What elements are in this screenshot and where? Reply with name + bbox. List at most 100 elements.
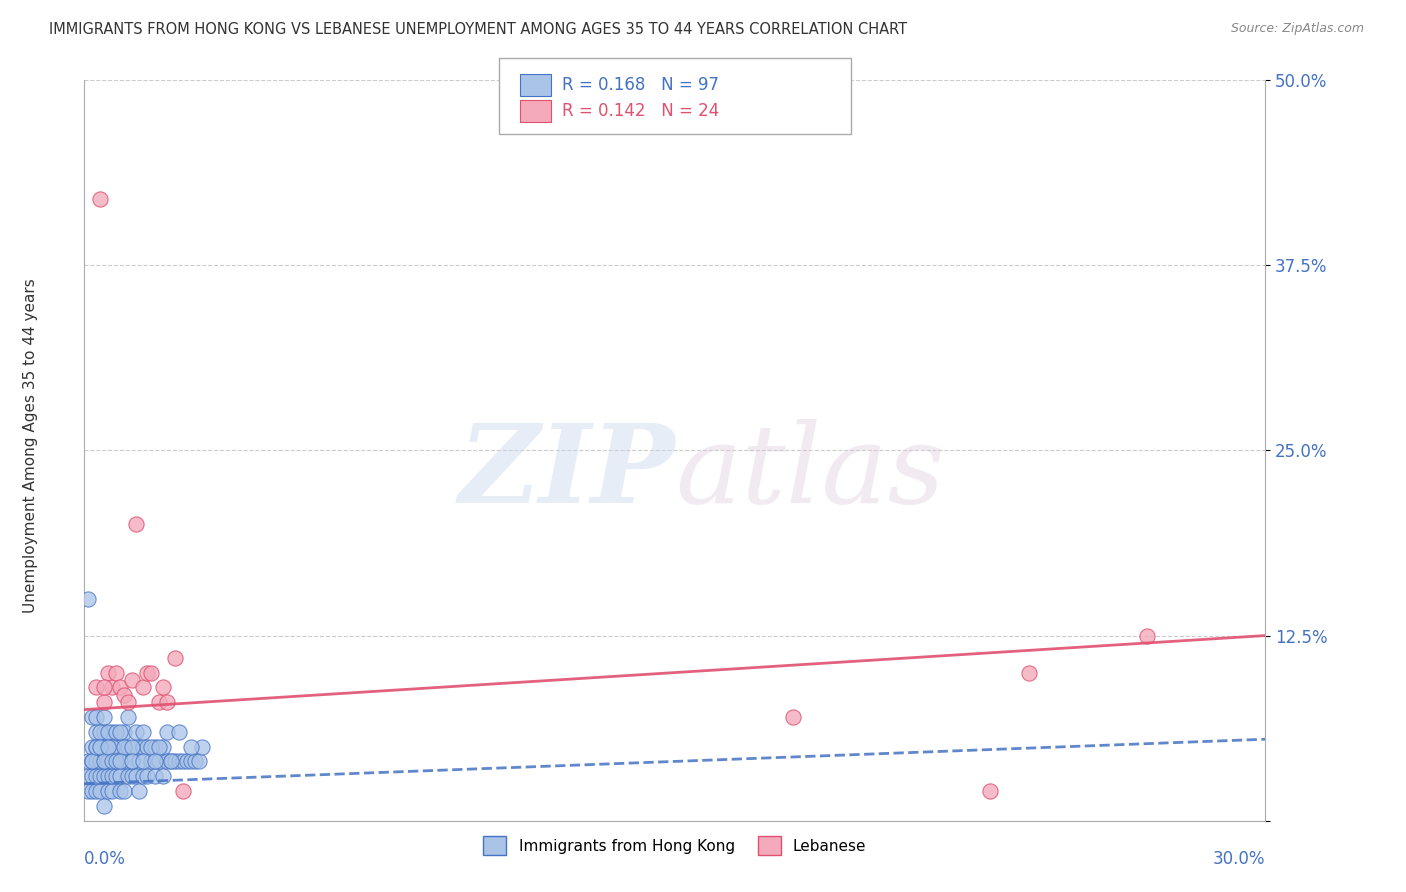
- Point: [93, 724, 115, 739]
- Point: [156, 755, 179, 769]
- Point: [97, 724, 120, 739]
- Text: ZIP: ZIP: [458, 419, 675, 526]
- Point: [180, 739, 202, 754]
- Point: [104, 769, 127, 783]
- Point: [82, 739, 104, 754]
- Point: [143, 769, 166, 783]
- Point: [121, 739, 143, 754]
- Point: [143, 755, 166, 769]
- Point: [121, 755, 143, 769]
- Point: [97, 665, 120, 680]
- Point: [132, 724, 155, 739]
- Point: [97, 769, 120, 783]
- Point: [136, 739, 159, 754]
- Point: [89, 784, 111, 798]
- Point: [124, 769, 146, 783]
- Point: [112, 724, 135, 739]
- Point: [101, 769, 124, 783]
- Point: [104, 755, 127, 769]
- Point: [101, 681, 124, 695]
- Point: [93, 755, 115, 769]
- Point: [77, 755, 100, 769]
- Text: 0.0%: 0.0%: [84, 850, 127, 868]
- Point: [97, 739, 120, 754]
- Point: [112, 755, 135, 769]
- Point: [112, 688, 135, 702]
- Point: [89, 739, 111, 754]
- Point: [77, 769, 100, 783]
- Point: [148, 695, 170, 709]
- Point: [84, 755, 107, 769]
- Point: [782, 710, 804, 724]
- Point: [97, 784, 120, 798]
- Point: [132, 769, 155, 783]
- Point: [108, 724, 131, 739]
- Point: [84, 769, 107, 783]
- Point: [117, 739, 139, 754]
- Point: [97, 755, 120, 769]
- Point: [121, 673, 143, 687]
- Point: [112, 739, 135, 754]
- Point: [89, 769, 111, 783]
- Point: [167, 724, 190, 739]
- Point: [104, 755, 127, 769]
- Point: [148, 755, 170, 769]
- Point: [1136, 628, 1159, 642]
- Point: [101, 739, 124, 754]
- Text: Unemployment Among Ages 35 to 44 years: Unemployment Among Ages 35 to 44 years: [24, 278, 38, 614]
- Point: [152, 769, 174, 783]
- Point: [108, 769, 131, 783]
- Point: [77, 784, 100, 798]
- Point: [141, 665, 163, 680]
- Point: [160, 755, 183, 769]
- Point: [93, 739, 115, 754]
- Point: [180, 755, 202, 769]
- Point: [84, 784, 107, 798]
- Point: [97, 739, 120, 754]
- Point: [136, 769, 159, 783]
- Point: [124, 724, 146, 739]
- Point: [89, 755, 111, 769]
- Point: [132, 755, 155, 769]
- Legend: Immigrants from Hong Kong, Lebanese: Immigrants from Hong Kong, Lebanese: [478, 830, 872, 861]
- Point: [176, 755, 198, 769]
- Point: [183, 755, 205, 769]
- Point: [121, 755, 143, 769]
- Point: [191, 739, 214, 754]
- Point: [117, 769, 139, 783]
- Point: [152, 681, 174, 695]
- Point: [93, 755, 115, 769]
- Point: [84, 739, 107, 754]
- Point: [136, 665, 159, 680]
- Point: [156, 695, 179, 709]
- Point: [1018, 665, 1040, 680]
- Point: [117, 710, 139, 724]
- Point: [156, 724, 179, 739]
- Point: [82, 710, 104, 724]
- Point: [101, 784, 124, 798]
- Point: [104, 665, 127, 680]
- Point: [163, 755, 186, 769]
- Point: [82, 755, 104, 769]
- Point: [108, 784, 131, 798]
- Point: [128, 755, 150, 769]
- Point: [117, 695, 139, 709]
- Point: [104, 739, 127, 754]
- Point: [89, 739, 111, 754]
- Point: [128, 784, 150, 798]
- Point: [117, 755, 139, 769]
- Point: [141, 755, 163, 769]
- Point: [148, 739, 170, 754]
- Point: [101, 755, 124, 769]
- Point: [112, 784, 135, 798]
- Point: [93, 769, 115, 783]
- Point: [104, 724, 127, 739]
- Point: [82, 769, 104, 783]
- Point: [82, 784, 104, 798]
- Point: [172, 755, 194, 769]
- Point: [89, 192, 111, 206]
- Point: [141, 739, 163, 754]
- Point: [93, 695, 115, 709]
- Point: [152, 739, 174, 754]
- Point: [108, 681, 131, 695]
